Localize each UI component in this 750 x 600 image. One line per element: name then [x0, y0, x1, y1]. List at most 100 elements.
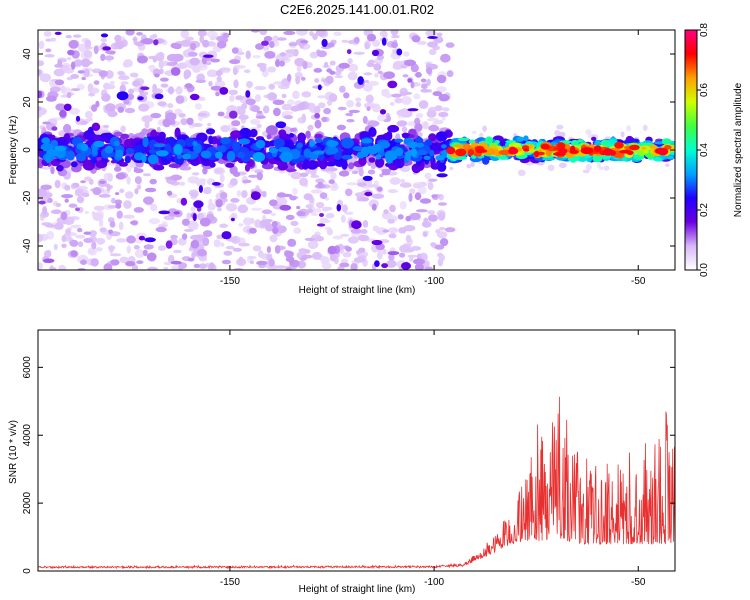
heatmap-cell [287, 73, 292, 82]
heatmap-cell [388, 253, 395, 261]
heatmap-cell [389, 102, 395, 106]
heatmap-cell [175, 86, 183, 95]
heatmap-cell [61, 243, 67, 248]
heatmap-cell [290, 105, 300, 112]
heatmap-cell [173, 144, 183, 155]
heatmap-cell [43, 258, 55, 264]
heatmap-cell [343, 92, 350, 99]
colorbar-tick-label: 0.6 [699, 83, 710, 97]
heatmap-cell [643, 149, 649, 154]
heatmap-cell [396, 120, 408, 127]
heatmap-cell [375, 157, 385, 168]
heatmap-cell [278, 146, 291, 153]
heatmap-cell [229, 165, 238, 175]
heatmap-cell [317, 181, 324, 188]
heatmap-cell [415, 112, 424, 119]
heatmap-cell [368, 127, 377, 137]
heatmap-cell [155, 53, 165, 62]
heatmap-cell [307, 240, 319, 250]
heatmap-cell [110, 80, 115, 85]
heatmap-cell [558, 162, 567, 169]
heatmap-cell [38, 200, 46, 205]
heatmap-cell [387, 251, 400, 256]
heatmap-cell [389, 177, 401, 185]
heatmap-cell [299, 154, 306, 162]
heatmap-cell [517, 169, 526, 176]
heatmap-cell [108, 229, 113, 235]
heatmap-cell [212, 182, 221, 186]
heatmap-cell [315, 178, 325, 183]
heatmap-cell [165, 240, 173, 249]
heatmap-cell [592, 154, 603, 163]
heatmap-cell [441, 144, 447, 149]
heatmap-cell [304, 237, 316, 241]
heatmap-cell [186, 117, 194, 126]
heatmap-cell [250, 207, 263, 211]
heatmap-cell [99, 227, 107, 233]
heatmap-cell [415, 71, 422, 78]
heatmap-cell [249, 260, 254, 265]
snr-chart: -150 -100 -50 0 2000 4000 6000 Height of stra… [8, 329, 676, 595]
colorbar-gradient [684, 29, 698, 271]
heatmap-cell [99, 180, 106, 184]
heatmap-cell [250, 191, 261, 201]
heatmap-cell [219, 173, 225, 183]
heatmap-cell [274, 245, 281, 254]
heatmap-cell [415, 209, 428, 213]
spectrogram-heatmap [38, 30, 675, 270]
heatmap-cell [60, 85, 66, 94]
heatmap-cell [180, 197, 188, 206]
heatmap-cell [379, 109, 387, 115]
heatmap-cell [309, 31, 314, 37]
heatmap-cell [558, 131, 566, 138]
heatmap-cell [378, 141, 391, 149]
heatmap-cell [301, 76, 306, 81]
heatmap-cell [325, 95, 330, 100]
heatmap-cell [444, 227, 456, 233]
heatmap-cell [360, 146, 370, 158]
heatmap-cell [132, 37, 138, 41]
heatmap-cell [90, 258, 99, 267]
heatmap-cell [386, 115, 391, 122]
heatmap-cell [192, 172, 200, 176]
heatmap-cell [156, 126, 161, 134]
heatmap-cell [235, 95, 244, 101]
heatmap-cell [252, 152, 266, 162]
heatmap-cell [49, 86, 61, 93]
heatmap-cell [136, 32, 143, 36]
heatmap-cell [215, 151, 223, 159]
heatmap-cell [180, 118, 188, 126]
heatmap-cell [314, 112, 320, 119]
heatmap-cell [400, 91, 413, 96]
heatmap-cell [193, 200, 204, 209]
heatmap-cell [593, 145, 602, 152]
heatmap-cell [123, 200, 132, 209]
heatmap-cell [150, 203, 158, 212]
heatmap-cell [272, 226, 279, 235]
heatmap-cell [326, 147, 339, 154]
heatmap-cell [642, 124, 648, 131]
heatmap-cell [197, 30, 207, 37]
heatmap-cell [207, 123, 212, 127]
heatmap-cell [49, 267, 57, 270]
heatmap-cell [413, 93, 421, 100]
heatmap-cell [154, 73, 160, 78]
heatmap-cell [180, 39, 192, 47]
heatmap-cell [305, 130, 311, 139]
heatmap-cell [316, 50, 327, 58]
heatmap-cell [275, 121, 287, 129]
heatmap-cell [325, 212, 335, 219]
heatmap-cell [105, 50, 116, 54]
heatmap-cell [431, 194, 438, 199]
heatmap-cell [294, 57, 305, 67]
heatmap-cell [202, 167, 208, 175]
heatmap-cell [391, 93, 402, 98]
heatmap-cell [306, 160, 319, 170]
heatmap-cell [173, 211, 180, 215]
heatmap-cell [220, 137, 231, 145]
heatmap-cell [70, 250, 78, 257]
heatmap-cell [209, 162, 216, 168]
heatmap-cell [132, 80, 141, 87]
heatmap-cell [66, 92, 72, 99]
heatmap-cell [225, 203, 238, 212]
